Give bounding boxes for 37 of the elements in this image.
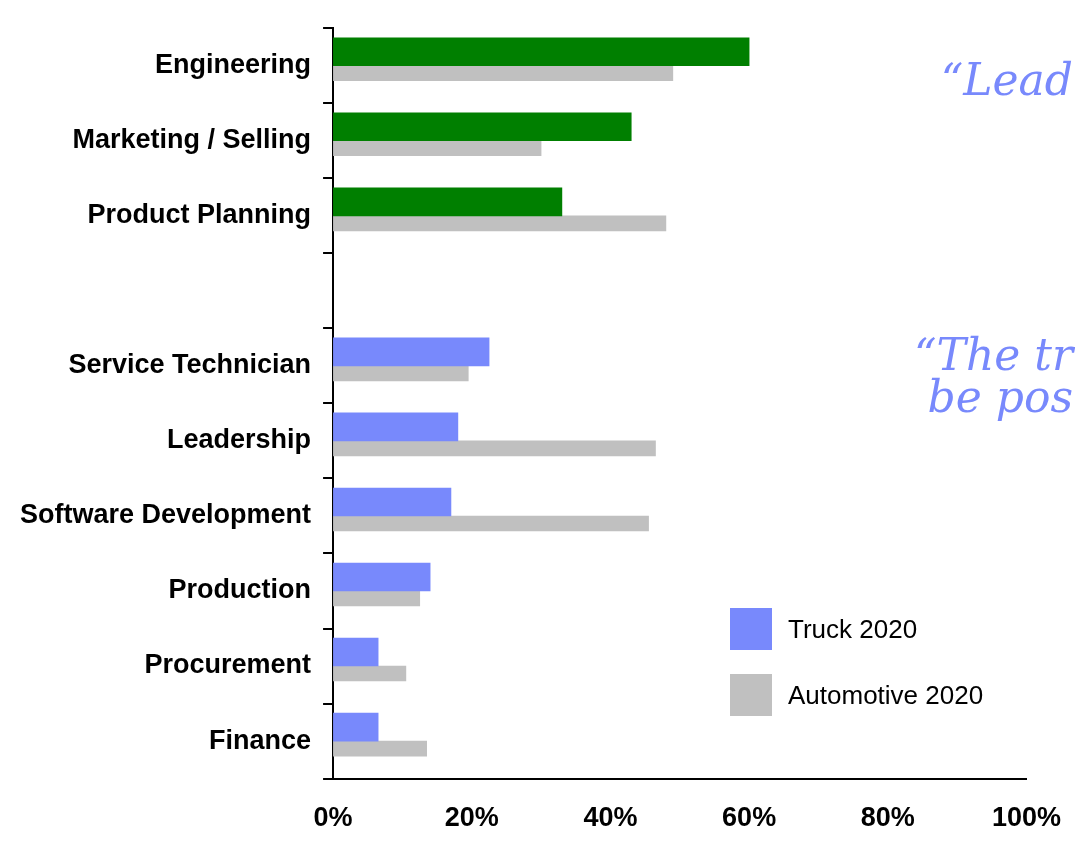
y-tick-label: Finance xyxy=(209,724,312,755)
x-tick-label: 100% xyxy=(991,802,1061,833)
x-tick-label: 80% xyxy=(860,802,915,833)
bar xyxy=(333,112,632,142)
bar xyxy=(333,637,379,667)
x-tick-label: 0% xyxy=(313,802,353,833)
x-tick-label: 20% xyxy=(444,802,499,833)
bar xyxy=(333,337,490,367)
bar xyxy=(333,65,674,82)
y-tick-label: Software Development xyxy=(19,499,312,530)
bar xyxy=(333,37,750,67)
bar xyxy=(333,590,421,607)
y-tick-label: Marketing / Selling xyxy=(72,124,312,155)
annotation: be pos xyxy=(927,371,1073,422)
bar xyxy=(333,365,469,382)
y-tick-label: Service Technician xyxy=(68,349,312,380)
bar xyxy=(333,562,431,592)
bar xyxy=(333,412,459,442)
bar xyxy=(333,215,667,232)
y-tick-label: Engineering xyxy=(155,49,312,80)
y-tick-label: Leadership xyxy=(167,424,312,455)
x-tick-label: 40% xyxy=(583,802,638,833)
bar xyxy=(333,665,407,682)
y-tick-label: Procurement xyxy=(144,649,312,680)
bar xyxy=(333,140,542,157)
bar xyxy=(333,515,649,532)
bar xyxy=(333,740,428,757)
y-tick-label: Product Planning xyxy=(87,199,312,230)
bar xyxy=(333,487,452,517)
annotation: “Lead xyxy=(940,54,1073,105)
bar xyxy=(333,712,379,742)
y-tick-label: Production xyxy=(168,574,312,605)
x-tick-label: 60% xyxy=(722,802,777,833)
bar xyxy=(333,440,656,457)
legend-label: Truck 2020 xyxy=(788,613,918,645)
legend-label: Automotive 2020 xyxy=(788,679,984,711)
bar xyxy=(333,187,563,217)
